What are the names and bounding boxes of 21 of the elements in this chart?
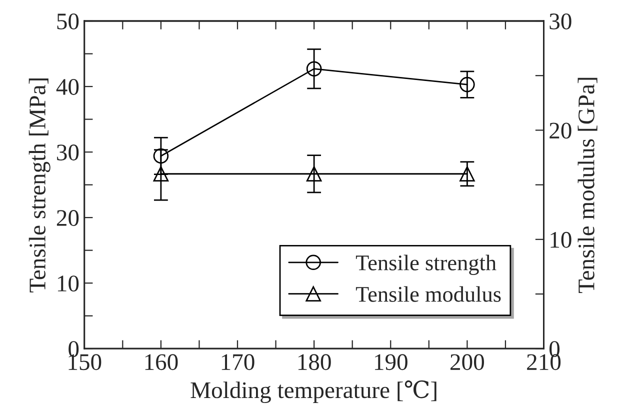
x-tick-label: 180 <box>298 354 331 370</box>
legend-label: Tensile modulus <box>356 286 501 302</box>
legend-label: Tensile strength <box>356 254 496 275</box>
x-tick-label: 200 <box>450 354 484 370</box>
y2-axis-title: Tensile modulus [GPa] <box>578 78 598 294</box>
point <box>153 148 169 164</box>
y-tick-label: 30 <box>57 144 79 160</box>
y-tick-label: 10 <box>58 276 79 292</box>
y-tick-label: 50 <box>57 13 79 30</box>
y2-tick-label: 10 <box>550 232 572 248</box>
y2-tick-label: 30 <box>550 13 572 30</box>
x-tick-label: 160 <box>145 354 178 370</box>
y-tick-label: 20 <box>56 210 79 226</box>
x-axis-title: Molding temperature [℃] <box>190 380 436 404</box>
y2-tick-label: 20 <box>550 122 572 139</box>
point <box>306 61 322 76</box>
point <box>460 76 475 92</box>
x-tick-label: 190 <box>374 354 408 370</box>
x-tick-label: 170 <box>222 354 254 370</box>
y-tick-label: 40 <box>56 79 79 95</box>
y-axis-title: Tensile strength [MPa] <box>28 78 50 292</box>
